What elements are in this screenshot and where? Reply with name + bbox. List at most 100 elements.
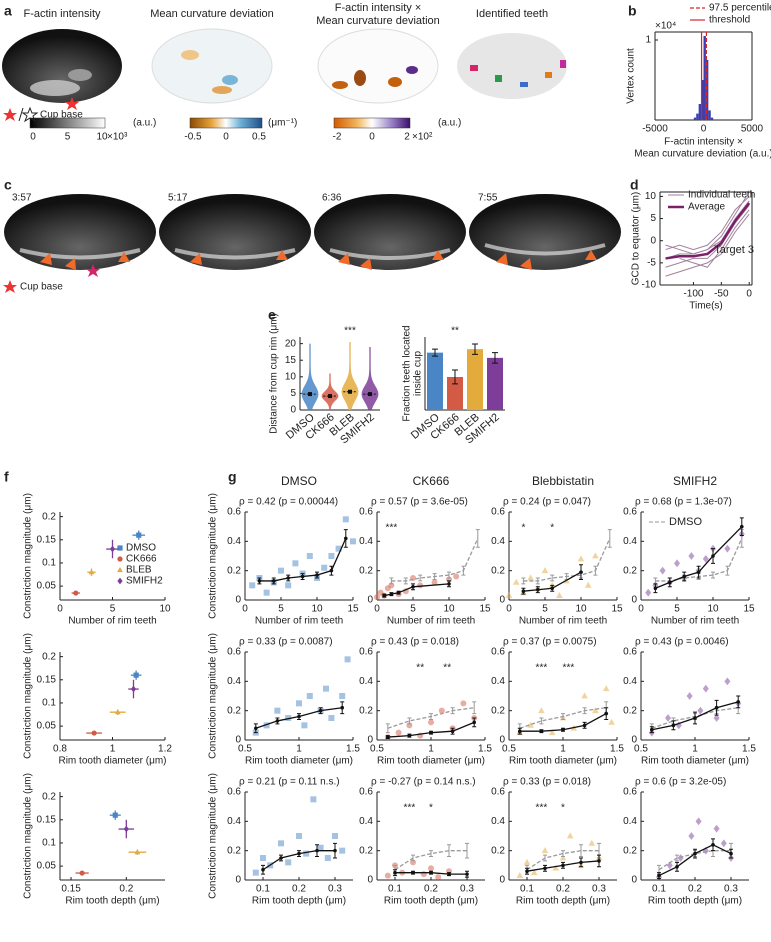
bin-mean-point (411, 585, 415, 589)
histogram-bar (703, 36, 706, 120)
bin-mean-point (675, 865, 679, 869)
colorbar-unit: (a.u.) (133, 118, 156, 129)
colorbar-unit: (a.u.) (438, 118, 461, 129)
colorbar-tick-label: 2 (404, 132, 410, 143)
legend-label: DMSO (669, 516, 702, 528)
x-tick-label: 0.5 (238, 744, 252, 755)
marker (665, 714, 671, 722)
x-tick-label: 0.2 (424, 884, 438, 895)
x-tick-label: 1.5 (610, 744, 624, 755)
bin-mean-point (393, 870, 397, 875)
marker (310, 796, 317, 803)
x-tick-label: 10 (575, 604, 587, 615)
image-blob (68, 69, 92, 81)
colorbar-tick-label: 5 (65, 132, 71, 143)
x-axis-label: Number of rim teeth (519, 616, 607, 627)
marker (301, 722, 308, 729)
y-tick-label: 0 (499, 735, 505, 746)
bin-mean-point (318, 708, 323, 713)
x-tick-label: 15 (743, 604, 755, 615)
colorbar-tick-label: 0 (369, 132, 375, 143)
image-title: Mean curvature deviation (150, 8, 274, 20)
bin-mean-point (447, 872, 451, 876)
marker (285, 582, 292, 589)
image-blob (212, 86, 232, 94)
column-title: DMSO (281, 474, 317, 488)
marker (577, 555, 585, 562)
marker (263, 589, 270, 596)
bin-mean-point (543, 866, 547, 871)
x-tick-label: 0.3 (460, 884, 474, 895)
bin-mean-point (550, 586, 554, 591)
y-tick-label: -5 (647, 257, 656, 268)
x-tick-label: 0 (506, 604, 512, 615)
median-marker (328, 394, 332, 399)
bin-mean-point (561, 863, 565, 868)
legend-label: DMSO (126, 543, 156, 554)
reference-error-bar (447, 844, 451, 858)
x-tick-label: 1.2 (158, 744, 172, 755)
y-tick-label: 0 (631, 595, 637, 606)
image-tooth (560, 60, 566, 68)
marker (350, 538, 356, 545)
y-tick-label: 0.2 (491, 845, 505, 856)
y-tick-label: 0.6 (623, 647, 637, 658)
reference-error-bar (403, 577, 408, 585)
median-marker (348, 389, 352, 394)
correlation-label: ρ = 0.37 (p = 0.0075) (503, 637, 597, 648)
x-tick-label: 0 (638, 604, 644, 615)
marker (695, 817, 702, 826)
y-tick-label: 0.2 (227, 565, 241, 576)
colorbar-tick-label: 0 (30, 132, 36, 143)
bin-mean-point (521, 589, 526, 593)
marker (123, 825, 129, 833)
x-tick-label: 5 (542, 604, 548, 615)
significance: *** (344, 326, 356, 337)
legend-label: Cup base (40, 110, 83, 121)
legend-label: Cup base (20, 282, 63, 293)
reference-error-bar (429, 713, 433, 720)
x-tick-label: 0.15 (61, 884, 81, 895)
bin-mean-point (740, 524, 744, 529)
bin-mean-point (344, 536, 348, 541)
y-tick-label: 0.6 (227, 507, 241, 518)
correlation-label: ρ = -0.27 (p = 0.14 n.s.) (371, 777, 476, 788)
marker (285, 859, 292, 866)
y-tick-label: 0.4 (623, 816, 637, 827)
bin-mean-point (597, 859, 601, 863)
marker (130, 685, 137, 693)
marker (335, 545, 342, 552)
marker (306, 693, 313, 699)
x-axis-label: Rim tooth diameter (μm) (641, 756, 749, 767)
y-tick-label: 0.2 (227, 705, 241, 716)
bin-mean-point (682, 574, 686, 579)
bin-mean-point (539, 729, 544, 733)
individual-line (665, 191, 750, 255)
median-marker (368, 392, 372, 397)
time-label: 5:17 (168, 193, 188, 204)
bin-mean-point (386, 735, 390, 739)
significance: ** (451, 326, 459, 337)
marker (659, 566, 666, 575)
reference-error-bar (579, 844, 583, 858)
reference-error-bar (561, 850, 565, 858)
marker (328, 715, 335, 721)
x-tick-label: 10 (311, 604, 323, 615)
marker (702, 684, 709, 693)
y-axis-label: Distance from cup rim (μm) (269, 313, 280, 434)
column-title: CK666 (413, 474, 450, 488)
bin-mean-point (333, 848, 337, 853)
star-icon (3, 280, 17, 293)
histogram-bar (701, 80, 704, 120)
y-axis-label: Constriction magnitude (μm) (23, 773, 34, 899)
marker (435, 874, 442, 881)
significance: *** (404, 803, 416, 814)
marker (91, 730, 97, 736)
significance: *** (536, 803, 548, 814)
marker (428, 719, 434, 726)
correlation-label: ρ = 0.42 (p = 0.00044) (239, 497, 338, 508)
x-tick-label: 0.1 (388, 884, 402, 895)
image-blob (222, 75, 238, 85)
x-tick-label: 1 (692, 744, 698, 755)
significance: *** (563, 663, 575, 674)
